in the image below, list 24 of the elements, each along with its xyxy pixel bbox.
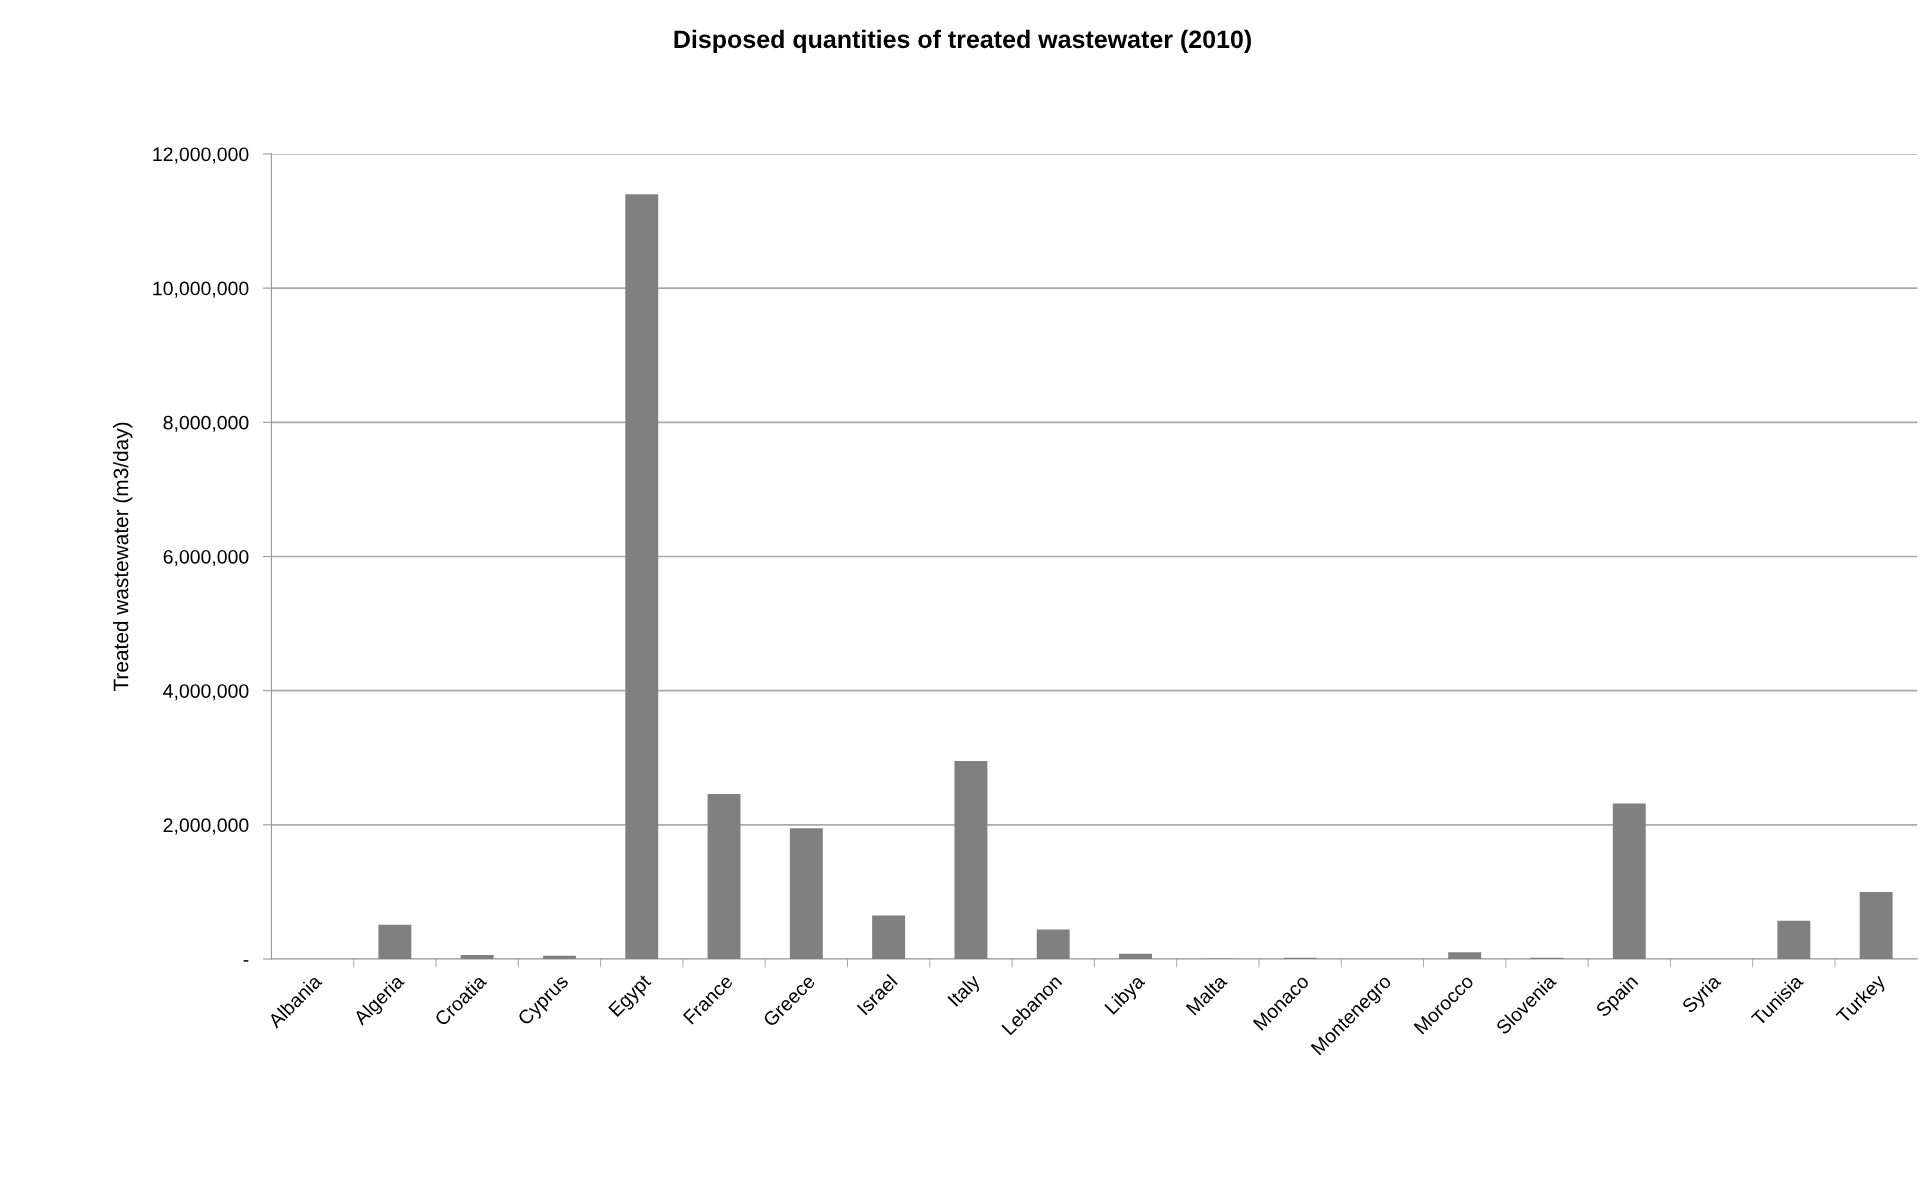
bar xyxy=(1448,952,1482,960)
y-tick-label: 2,000,000 xyxy=(163,818,249,835)
x-tick-label: Italy xyxy=(946,972,984,1010)
y-axis-title: Treated wastewater (m3/day) xyxy=(113,422,133,692)
bar xyxy=(542,955,576,960)
bar xyxy=(1119,953,1152,960)
y-tick-label: - xyxy=(243,960,249,962)
bar xyxy=(460,955,494,960)
y-tick-label: 12,000,000 xyxy=(153,147,249,164)
bar xyxy=(1777,920,1811,960)
y-tick-label: 4,000,000 xyxy=(163,684,249,701)
y-tick-label: 8,000,000 xyxy=(163,415,249,432)
chart-title: Disposed quantities of treated wastewater (2010) xyxy=(674,29,1251,54)
bar xyxy=(789,828,823,960)
y-tick-label: 10,000,000 xyxy=(153,281,249,298)
bar xyxy=(707,793,741,960)
bar xyxy=(872,915,906,960)
bar xyxy=(1859,891,1893,960)
bar xyxy=(625,194,659,960)
y-tick-label: 6,000,000 xyxy=(163,549,249,567)
bar xyxy=(954,761,988,960)
bar xyxy=(1612,803,1646,960)
bar xyxy=(378,924,412,960)
bar xyxy=(1036,929,1070,960)
